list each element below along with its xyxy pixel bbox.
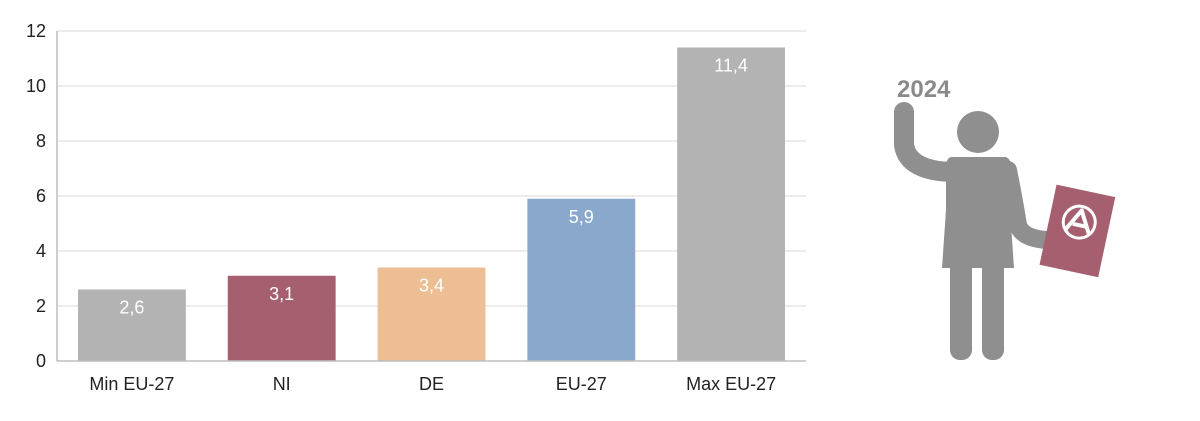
bar-eu-27 bbox=[527, 198, 636, 361]
x-category-label: Min EU-27 bbox=[89, 374, 174, 394]
body bbox=[942, 157, 1014, 268]
y-tick-label: 8 bbox=[36, 131, 46, 151]
bar-min-eu-27 bbox=[77, 289, 186, 361]
data-label: 3,4 bbox=[419, 276, 444, 296]
booklet bbox=[1039, 184, 1116, 278]
agency-logo-icon bbox=[1061, 204, 1097, 240]
y-axis-ticks: 0 2 4 6 8 10 12 bbox=[26, 21, 46, 371]
y-tick-label: 2 bbox=[36, 296, 46, 316]
bar-ni bbox=[227, 275, 336, 361]
x-category-label: Max EU-27 bbox=[686, 374, 776, 394]
raised-arm bbox=[894, 102, 966, 182]
bars: 2,6 3,1 3,4 5,9 11,4 bbox=[77, 47, 786, 361]
holding-arm bbox=[999, 161, 1055, 249]
bar-chart: 0 2 4 6 8 10 12 2,6 3,1 3,4 5,9 11,4 Min EU-27 NI DE… bbox=[26, 21, 806, 394]
data-label: 11,4 bbox=[714, 56, 748, 76]
year-label: 2024 bbox=[897, 76, 951, 103]
y-tick-label: 4 bbox=[36, 241, 46, 261]
y-tick-label: 12 bbox=[26, 21, 46, 41]
y-tick-label: 0 bbox=[36, 351, 46, 371]
x-category-label: DE bbox=[419, 374, 444, 394]
x-category-label: EU-27 bbox=[556, 374, 607, 394]
right-leg bbox=[982, 258, 1004, 360]
x-axis-labels: Min EU-27 NI DE EU-27 Max EU-27 bbox=[89, 374, 776, 394]
data-label: 5,9 bbox=[569, 207, 594, 227]
y-tick-label: 10 bbox=[26, 76, 46, 96]
head bbox=[957, 111, 999, 153]
data-label: 2,6 bbox=[119, 298, 144, 318]
y-tick-label: 6 bbox=[36, 186, 46, 206]
person-holding-booklet-icon: 2024 bbox=[894, 76, 1116, 360]
data-label: 3,1 bbox=[269, 284, 294, 304]
x-category-label: NI bbox=[273, 374, 291, 394]
left-leg bbox=[950, 258, 972, 360]
bar-de bbox=[377, 267, 486, 361]
bar-max-eu-27 bbox=[677, 47, 786, 361]
